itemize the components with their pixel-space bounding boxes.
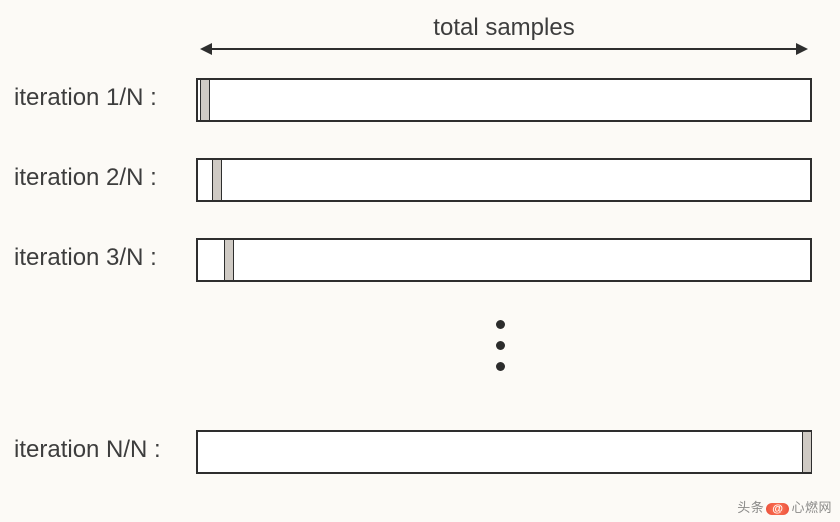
active-slice [224, 240, 234, 280]
sample-bar [196, 158, 812, 202]
span-arrow-right [796, 43, 808, 55]
active-slice [802, 432, 812, 472]
ellipsis-dot [496, 341, 505, 350]
row-label: iteration 2/N : [14, 164, 157, 192]
active-slice [200, 80, 210, 120]
title-total-samples: total samples [414, 14, 594, 42]
ellipsis-dot [496, 320, 505, 329]
active-slice [212, 160, 222, 200]
row-label: iteration 1/N : [14, 84, 157, 112]
watermark-badge: @ [766, 503, 789, 515]
span-arrow-left [200, 43, 212, 55]
watermark: 头条@心燃网 [737, 497, 832, 516]
sample-bar [196, 430, 812, 474]
span-arrow-line [212, 48, 796, 50]
ellipsis-dot [496, 362, 505, 371]
sample-bar [196, 78, 812, 122]
row-label: iteration 3/N : [14, 244, 157, 272]
row-label: iteration N/N : [14, 436, 161, 464]
watermark-prefix: 头条 [737, 500, 764, 515]
sample-bar [196, 238, 812, 282]
ellipsis-dots [496, 320, 505, 371]
watermark-suffix: 心燃网 [791, 500, 832, 515]
diagram-canvas: total samples iteration 1/N : iteration 2… [0, 0, 840, 522]
